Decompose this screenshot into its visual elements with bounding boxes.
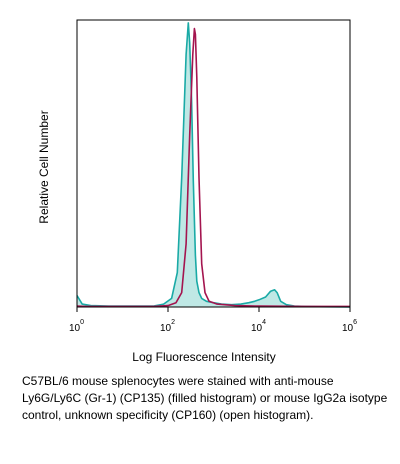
open-histogram-line — [76, 27, 350, 308]
y-axis-title: Relative Cell Number — [37, 110, 51, 223]
x-tick-label: 104 — [251, 319, 266, 334]
filled-histogram-line — [76, 22, 351, 308]
plot-frame — [76, 19, 351, 308]
filled-histogram-area — [77, 22, 350, 308]
x-axis-ticks: 100 102 104 106 — [69, 307, 357, 334]
x-tick-label: 102 — [160, 319, 175, 334]
figure-caption: C57BL/6 mouse splenocytes were stained w… — [22, 374, 388, 422]
x-tick-label: 106 — [342, 319, 357, 334]
plot-area — [76, 22, 351, 308]
x-tick-label: 100 — [69, 319, 84, 334]
x-axis-title: Log Fluorescence Intensity — [132, 350, 275, 364]
